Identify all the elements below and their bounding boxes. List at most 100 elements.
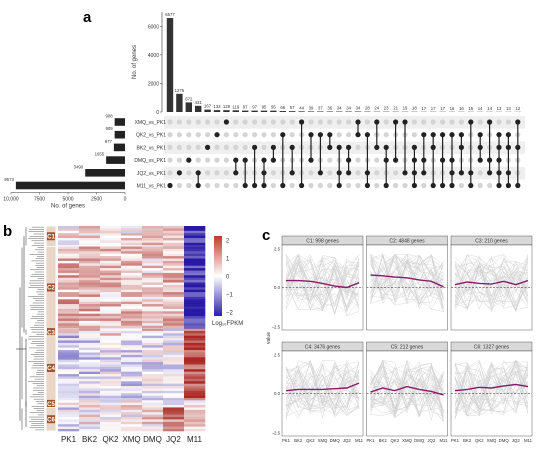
heatmap-cell bbox=[58, 345, 80, 348]
heatmap-cell bbox=[163, 289, 185, 293]
gene-profile-line bbox=[370, 365, 444, 414]
heatmap-cell bbox=[79, 359, 101, 363]
matrix-dot-empty bbox=[374, 157, 380, 163]
intersection-value-label: 37 bbox=[318, 105, 323, 110]
x-tick-label: XMQ bbox=[402, 438, 412, 443]
gene-profile-line bbox=[454, 385, 529, 413]
heatmap-cell bbox=[79, 414, 101, 418]
heatmap-cell bbox=[184, 325, 206, 329]
heatmap-cell bbox=[121, 272, 143, 276]
x-tick-label: PK1 bbox=[366, 438, 375, 443]
matrix-dot-empty bbox=[477, 170, 483, 176]
heatmap-cell bbox=[163, 323, 185, 326]
x-tick-label: DMQ bbox=[414, 438, 425, 443]
matrix-dot-empty bbox=[355, 144, 361, 150]
gene-profile-line bbox=[370, 254, 444, 310]
heatmap-cell bbox=[142, 323, 164, 326]
heatmap-cell bbox=[184, 429, 206, 432]
matrix-dot-empty bbox=[214, 182, 220, 189]
heatmap-cell bbox=[163, 429, 185, 432]
heatmap-cell bbox=[100, 424, 122, 427]
heatmap-cell bbox=[58, 275, 80, 278]
heatmap-cell bbox=[58, 289, 80, 293]
heatmap-cell bbox=[121, 426, 143, 430]
heatmap-cell bbox=[79, 405, 101, 408]
heatmap-cell bbox=[79, 320, 101, 324]
heatmap-cell bbox=[163, 325, 185, 329]
heatmap-cell bbox=[58, 328, 80, 332]
heatmap-cell bbox=[79, 253, 101, 257]
heatmap-cell bbox=[79, 272, 101, 276]
heatmap-cell bbox=[142, 248, 164, 252]
heatmap-cell bbox=[79, 386, 101, 389]
matrix-dot-empty bbox=[214, 144, 220, 150]
heatmap-cell bbox=[142, 405, 164, 408]
heatmap-cell bbox=[184, 417, 206, 420]
matrix-dot-empty bbox=[205, 170, 211, 176]
heatmap-cell bbox=[100, 357, 122, 360]
heatmap-cell bbox=[79, 318, 101, 322]
heatmap-cell bbox=[100, 292, 122, 295]
heatmap-cell bbox=[100, 400, 122, 403]
heatmap-cell bbox=[79, 280, 101, 283]
heatmap-cell bbox=[184, 294, 206, 298]
heatmap-cell bbox=[142, 280, 164, 283]
heatmap-cell bbox=[184, 277, 206, 281]
heatmap-cell bbox=[100, 366, 122, 370]
matrix-dot-empty bbox=[167, 144, 173, 150]
matrix-dot-empty bbox=[176, 132, 182, 138]
heatmap-cell bbox=[163, 280, 185, 283]
heatmap-cell bbox=[142, 335, 164, 339]
heatmap-cell bbox=[142, 393, 164, 396]
gene-profile-line bbox=[285, 253, 360, 317]
matrix-dot-empty bbox=[233, 119, 239, 125]
heatmap-cell bbox=[100, 352, 122, 356]
heatmap-cell bbox=[100, 245, 122, 247]
heatmap-cell bbox=[163, 287, 185, 290]
matrix-dot-empty bbox=[411, 119, 417, 125]
heatmap-cell bbox=[163, 359, 185, 363]
heatmap-cell bbox=[121, 412, 143, 415]
heatmap-cell bbox=[121, 242, 143, 246]
heatmap-cell bbox=[121, 338, 143, 341]
heatmap-cell bbox=[142, 407, 164, 411]
gene-profile-line bbox=[370, 260, 444, 305]
heatmap-cell bbox=[121, 359, 143, 363]
matrix-dot-empty bbox=[308, 119, 314, 125]
heatmap-cell bbox=[163, 378, 185, 382]
matrix-dot-empty bbox=[421, 119, 427, 125]
heatmap-cell bbox=[58, 371, 80, 375]
heatmap-cell bbox=[121, 228, 143, 232]
heatmap-cell bbox=[142, 364, 164, 368]
heatmap-cell bbox=[184, 275, 206, 278]
heatmap-cell bbox=[163, 350, 185, 353]
heatmap-cell bbox=[100, 407, 122, 411]
intersection-value-label: 44 bbox=[299, 105, 304, 110]
matrix-dot-empty bbox=[308, 182, 314, 189]
heatmap-cell bbox=[121, 253, 143, 257]
intersection-bar bbox=[204, 109, 211, 112]
heatmap-cell bbox=[121, 371, 143, 375]
heatmap-cell bbox=[79, 374, 101, 377]
heatmap-cell bbox=[100, 371, 122, 375]
heatmap-cell bbox=[100, 330, 122, 334]
matrix-dot-empty bbox=[364, 119, 370, 125]
x-tick-label: BK2 bbox=[463, 438, 472, 443]
heatmap-cell bbox=[142, 299, 164, 302]
heatmap-cell bbox=[184, 381, 206, 384]
heatmap-cell bbox=[100, 414, 122, 418]
heatmap-column-label: QK2 bbox=[102, 435, 119, 444]
heatmap-cell bbox=[142, 345, 164, 348]
heatmap-cell bbox=[58, 292, 80, 295]
matrix-dot-empty bbox=[355, 157, 361, 163]
heatmap-cell bbox=[100, 287, 122, 290]
heatmap-cell bbox=[142, 304, 164, 307]
heatmap-cell bbox=[184, 426, 206, 430]
heatmap-cell bbox=[121, 258, 143, 262]
heatmap-cell bbox=[121, 369, 143, 372]
matrix-dot-filled bbox=[317, 132, 323, 138]
heatmap-cell bbox=[121, 350, 143, 353]
gene-profile-line bbox=[454, 271, 529, 301]
set-x-tick-label: 0 bbox=[124, 197, 127, 203]
gene-profile-line bbox=[285, 257, 360, 297]
